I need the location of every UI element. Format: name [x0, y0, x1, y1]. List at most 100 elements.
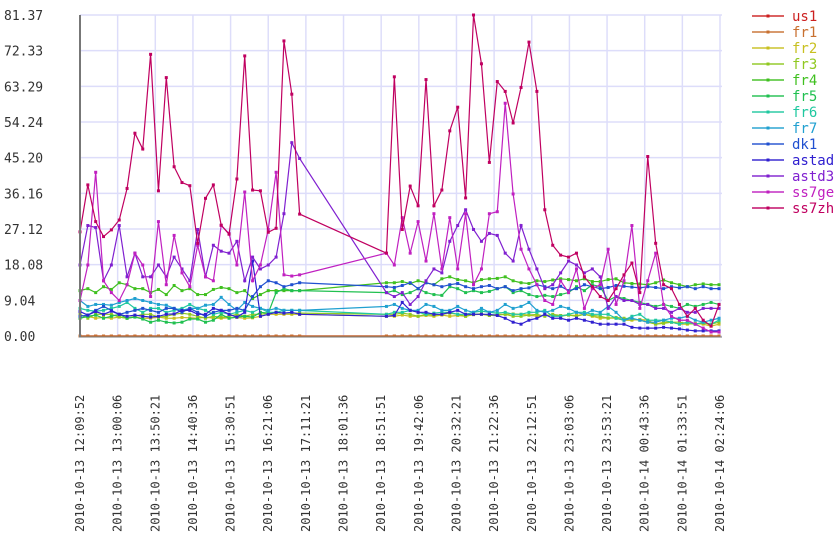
data-point — [133, 287, 137, 291]
data-point — [408, 334, 412, 338]
data-point — [164, 306, 168, 310]
data-point — [156, 302, 160, 306]
data-point — [646, 279, 650, 283]
data-point — [693, 334, 697, 338]
data-point — [290, 308, 294, 312]
data-point — [251, 295, 255, 299]
legend-item-fr4[interactable]: fr4 — [752, 73, 817, 89]
data-point — [211, 287, 215, 291]
data-point — [551, 243, 555, 247]
data-point — [472, 334, 476, 338]
data-point — [456, 267, 460, 271]
data-point — [196, 312, 200, 316]
data-point — [503, 89, 507, 93]
data-point — [606, 298, 610, 302]
data-point — [511, 289, 515, 293]
legend-item-ss7zh[interactable]: ss7zh — [752, 201, 834, 217]
data-point — [503, 310, 507, 314]
data-point — [440, 334, 444, 338]
data-point — [598, 280, 602, 284]
data-point — [511, 306, 515, 310]
data-point — [662, 306, 666, 310]
data-point — [109, 228, 113, 232]
data-point — [282, 39, 286, 43]
data-point — [574, 334, 578, 338]
data-point — [266, 279, 270, 283]
data-point — [392, 289, 396, 293]
data-point — [582, 318, 586, 322]
legend-item-us1[interactable]: us1 — [752, 9, 817, 25]
data-point — [654, 320, 658, 324]
data-point — [693, 318, 697, 322]
data-point — [535, 308, 539, 312]
data-point — [630, 325, 634, 329]
data-point — [527, 334, 531, 338]
data-point — [487, 212, 491, 216]
legend-item-fr2[interactable]: fr2 — [752, 41, 817, 57]
legend-item-fr7[interactable]: fr7 — [752, 121, 817, 137]
data-point — [180, 320, 184, 324]
data-point — [519, 312, 523, 316]
data-point — [149, 52, 153, 56]
data-point — [258, 285, 262, 289]
data-point — [204, 308, 208, 312]
data-point — [204, 293, 208, 297]
data-point — [196, 227, 200, 231]
x-tick-label: 2010-10-14 02:24:06 — [713, 395, 727, 532]
data-point — [298, 312, 302, 316]
legend-item-fr5[interactable]: fr5 — [752, 89, 817, 105]
x-tick-label: 2010-10-13 12:09:52 — [73, 395, 87, 532]
data-point — [670, 316, 674, 320]
data-point — [243, 310, 247, 314]
data-point — [141, 314, 145, 318]
data-point — [456, 334, 460, 338]
data-point — [227, 312, 231, 316]
data-point — [662, 334, 666, 338]
data-point — [638, 306, 642, 310]
data-point — [527, 247, 531, 251]
data-point — [638, 312, 642, 316]
data-point — [164, 283, 168, 287]
data-point — [448, 314, 452, 318]
data-point — [495, 233, 499, 237]
data-point — [638, 326, 642, 330]
legend-item-ss7ge[interactable]: ss7ge — [752, 185, 834, 201]
data-point — [164, 312, 168, 316]
data-point — [677, 322, 681, 326]
data-point — [141, 306, 145, 310]
data-point — [448, 216, 452, 220]
data-point — [495, 308, 499, 312]
legend-item-dk1[interactable]: dk1 — [752, 137, 817, 153]
data-point — [551, 302, 555, 306]
legend-item-astd3[interactable]: astd3 — [752, 169, 834, 185]
legend-item-fr1[interactable]: fr1 — [752, 25, 817, 41]
data-point — [211, 334, 215, 338]
data-point — [472, 227, 476, 231]
legend-item-fr3[interactable]: fr3 — [752, 57, 817, 73]
data-point — [172, 334, 176, 338]
data-point — [125, 186, 129, 190]
data-point — [94, 220, 98, 224]
legend-item-astad[interactable]: astad — [752, 153, 834, 169]
data-point — [456, 308, 460, 312]
data-point — [709, 300, 713, 304]
data-point — [543, 310, 547, 314]
data-point — [243, 314, 247, 318]
data-point — [266, 310, 270, 314]
data-point — [125, 334, 129, 338]
legend-item-fr6[interactable]: fr6 — [752, 105, 817, 121]
data-point — [590, 334, 594, 338]
data-point — [219, 308, 223, 312]
data-point — [400, 293, 404, 297]
data-point — [709, 330, 713, 334]
data-point — [487, 334, 491, 338]
data-point — [709, 306, 713, 310]
data-point — [211, 306, 215, 310]
data-point — [606, 322, 610, 326]
data-point — [219, 312, 223, 316]
data-point — [156, 263, 160, 267]
data-point — [559, 284, 563, 288]
data-point — [582, 283, 586, 287]
data-point — [487, 284, 491, 288]
data-point — [503, 101, 507, 105]
